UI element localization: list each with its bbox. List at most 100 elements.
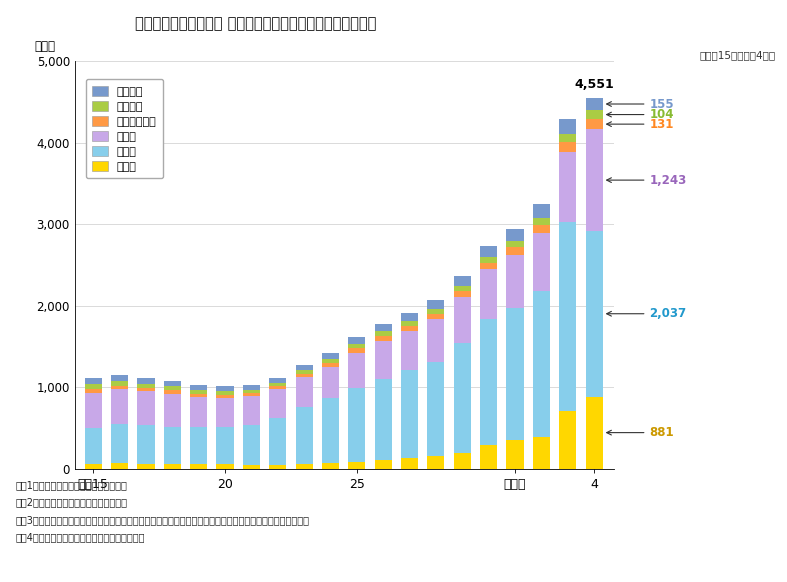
Bar bbox=[85, 393, 102, 428]
Bar bbox=[322, 463, 339, 469]
Bar bbox=[322, 359, 339, 363]
Bar bbox=[190, 464, 207, 469]
Bar bbox=[349, 337, 365, 344]
Bar bbox=[111, 375, 128, 381]
Text: 1,243: 1,243 bbox=[607, 173, 687, 187]
Bar bbox=[454, 291, 471, 297]
Bar bbox=[507, 439, 523, 469]
Bar bbox=[216, 386, 234, 391]
Bar bbox=[138, 464, 154, 469]
Bar bbox=[375, 336, 392, 342]
Text: 2,037: 2,037 bbox=[607, 307, 686, 320]
Bar bbox=[269, 386, 286, 389]
Bar bbox=[85, 428, 102, 464]
Bar bbox=[559, 119, 576, 134]
Bar bbox=[216, 427, 234, 464]
Bar bbox=[533, 291, 550, 436]
Legend: 無職少年, 有職少年, その他の学生, 高校生, 中学生, 小学生: 無職少年, 有職少年, その他の学生, 高校生, 中学生, 小学生 bbox=[86, 79, 163, 178]
Bar bbox=[296, 464, 312, 469]
Bar bbox=[164, 464, 181, 469]
Bar bbox=[375, 460, 392, 469]
Bar bbox=[269, 465, 286, 469]
Bar bbox=[427, 320, 445, 362]
Bar bbox=[427, 362, 445, 456]
Text: 少年による家庭内暴力 認知件数の推移（就学・就労状況別）: 少年による家庭内暴力 認知件数の推移（就学・就労状況別） bbox=[135, 16, 377, 31]
Bar bbox=[322, 363, 339, 367]
Bar bbox=[454, 343, 471, 453]
Text: 3　一つの事案に複数の者が関与している場合は、主たる関与者の就学・就労状況について計上している。: 3 一つの事案に複数の者が関与している場合は、主たる関与者の就学・就労状況につい… bbox=[16, 515, 310, 525]
Bar bbox=[269, 384, 286, 386]
Bar bbox=[164, 393, 181, 427]
Text: （平成15年〜令和4年）: （平成15年〜令和4年） bbox=[699, 51, 775, 61]
Text: 2　行為時の就学・就労状況による。: 2 行為時の就学・就労状況による。 bbox=[16, 498, 127, 508]
Bar bbox=[375, 379, 392, 460]
Bar bbox=[401, 331, 418, 370]
Bar bbox=[296, 365, 312, 371]
Bar bbox=[559, 134, 576, 142]
Bar bbox=[190, 390, 207, 393]
Bar bbox=[480, 257, 497, 263]
Text: 104: 104 bbox=[607, 108, 674, 121]
Bar bbox=[138, 378, 154, 384]
Bar bbox=[375, 342, 392, 379]
Bar bbox=[138, 425, 154, 464]
Bar bbox=[533, 225, 550, 233]
Text: 4　「その他の学生」は、浪人生等である。: 4 「その他の学生」は、浪人生等である。 bbox=[16, 533, 146, 542]
Bar bbox=[401, 321, 418, 326]
Bar bbox=[138, 388, 154, 391]
Bar bbox=[480, 269, 497, 318]
Text: 3-1-5-1 図: 3-1-5-1 図 bbox=[28, 17, 94, 30]
Bar bbox=[243, 425, 260, 465]
Bar bbox=[349, 344, 365, 349]
Bar bbox=[507, 247, 523, 255]
Bar bbox=[507, 307, 523, 439]
Bar bbox=[401, 313, 418, 321]
Bar bbox=[216, 391, 234, 395]
Bar bbox=[454, 297, 471, 343]
Bar bbox=[243, 385, 260, 391]
Bar bbox=[349, 349, 365, 353]
Bar bbox=[216, 395, 234, 398]
Bar bbox=[533, 233, 550, 291]
Bar bbox=[427, 314, 445, 320]
Bar bbox=[559, 222, 576, 411]
Bar bbox=[243, 465, 260, 469]
Bar bbox=[269, 378, 286, 384]
Bar bbox=[559, 142, 576, 151]
Bar bbox=[586, 119, 603, 129]
Bar bbox=[322, 367, 339, 398]
Bar bbox=[164, 391, 181, 393]
Bar bbox=[586, 111, 603, 119]
Bar bbox=[111, 386, 128, 389]
Bar bbox=[296, 371, 312, 374]
Bar bbox=[85, 384, 102, 389]
Bar bbox=[375, 331, 392, 336]
Bar bbox=[480, 318, 497, 445]
Bar bbox=[85, 464, 102, 469]
Bar bbox=[269, 418, 286, 465]
Bar bbox=[243, 393, 260, 396]
Bar bbox=[586, 397, 603, 469]
Text: 4,551: 4,551 bbox=[575, 78, 614, 91]
Bar bbox=[85, 378, 102, 384]
Bar bbox=[296, 377, 312, 407]
Bar bbox=[216, 398, 234, 427]
Bar bbox=[190, 385, 207, 390]
Bar bbox=[427, 308, 445, 314]
Bar bbox=[454, 276, 471, 286]
Bar bbox=[454, 453, 471, 469]
Text: 155: 155 bbox=[607, 98, 674, 111]
Bar bbox=[401, 370, 418, 458]
Bar bbox=[559, 411, 576, 469]
Bar bbox=[533, 436, 550, 469]
Text: 131: 131 bbox=[607, 118, 674, 130]
Bar bbox=[401, 326, 418, 331]
Bar bbox=[111, 463, 128, 469]
Bar bbox=[85, 389, 102, 393]
Text: 881: 881 bbox=[607, 426, 674, 439]
Bar bbox=[164, 381, 181, 386]
Bar bbox=[138, 391, 154, 425]
Bar bbox=[269, 389, 286, 418]
Bar bbox=[480, 246, 497, 257]
Bar bbox=[480, 445, 497, 469]
